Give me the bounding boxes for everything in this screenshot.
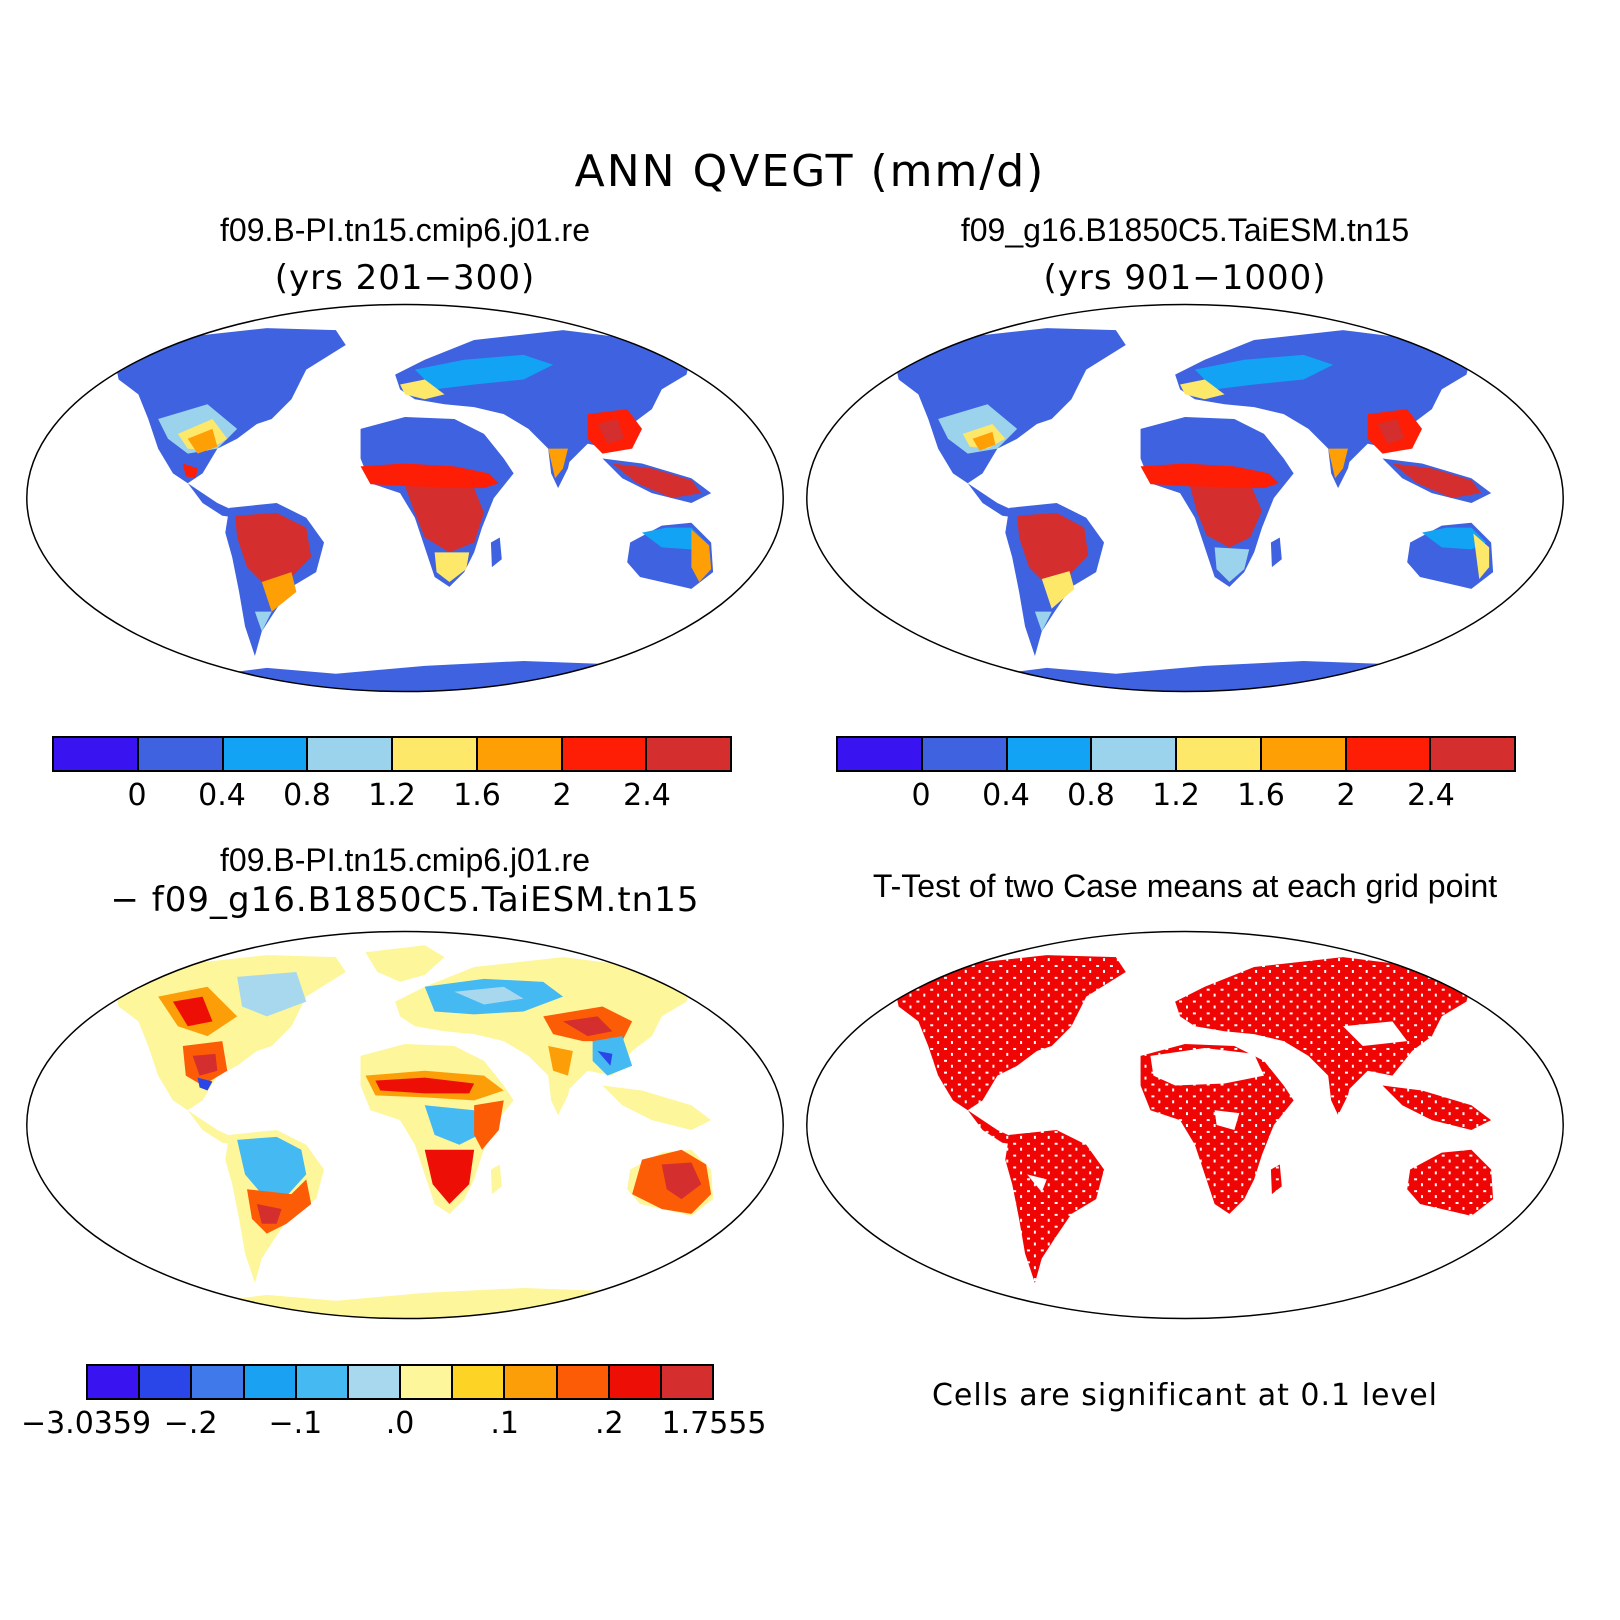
colorbar-panel3-tick-label: .0 [385, 1406, 415, 1441]
colorbar-panel2-swatch [1007, 738, 1093, 770]
colorbar-panel1-tick-label: 1.2 [368, 778, 416, 813]
panel1-map [26, 303, 784, 693]
panel2-title: f09_g16.B1850C5.TaiESM.tn15 [960, 212, 1410, 248]
colorbar-panel3-swatch [348, 1366, 402, 1398]
colorbar-panel3-tick-label: .2 [595, 1406, 624, 1441]
non-significant-areas [1027, 945, 1408, 1193]
colorbar-panel3 [86, 1364, 714, 1400]
panel1-subtitle: (yrs 201−300) [274, 258, 536, 298]
colorbar-panel2-tick-label: 1.2 [1152, 778, 1200, 813]
colorbar-panel1-swatch [308, 738, 393, 770]
panel4-map [806, 930, 1564, 1320]
colorbar-panel3-swatch [453, 1366, 506, 1398]
panel2-subtitle: (yrs 901−1000) [1043, 258, 1327, 298]
colorbar-panel1-tick-label: 0.8 [283, 778, 331, 813]
colorbar-panel1-swatch [54, 738, 139, 770]
colorbar-panel2-swatch [1346, 738, 1432, 770]
colorbar-panel2-swatch [1431, 738, 1514, 770]
land-gradient [158, 354, 712, 632]
colorbar-panel1-tick-label: 0 [127, 778, 147, 813]
colorbar-panel3-swatch [192, 1366, 245, 1398]
colorbar-panel2-tick-label: 0 [911, 778, 931, 813]
colorbar-panel2-swatch [838, 738, 923, 770]
colorbar-panel2-tick-label: 1.6 [1237, 778, 1285, 813]
diff-patches [158, 971, 712, 1234]
figure-title: ANN QVEGT (mm/d) [574, 146, 1046, 197]
colorbar-panel1-swatch [477, 738, 563, 770]
colorbar-panel1 [52, 736, 732, 772]
colorbar-panel1-tick-label: 2.4 [623, 778, 671, 813]
colorbar-panel1-tick-label: 0.4 [198, 778, 246, 813]
colorbar-panel2-tick-label: 2 [1336, 778, 1356, 813]
colorbar-panel3-tick-label: −.2 [163, 1406, 218, 1441]
colorbar-panel3-swatch [661, 1366, 713, 1398]
colorbar-panel3-tick-label: −3.0359 [20, 1406, 152, 1441]
land-gradient [938, 354, 1490, 632]
colorbar-panel3-swatch [609, 1366, 662, 1398]
colorbar-panel2-swatch [1092, 738, 1177, 770]
panel3-subtitle: − f09_g16.B1850C5.TaiESM.tn15 [110, 880, 700, 920]
colorbar-panel2-tick-label: 2.4 [1407, 778, 1455, 813]
colorbar-panel1-swatch [562, 738, 648, 770]
colorbar-panel2-tick-label: 0.8 [1067, 778, 1115, 813]
significant-cells [893, 955, 1494, 1283]
panel4-title: T-Test of two Case means at each grid po… [872, 868, 1498, 904]
panel2-map [806, 303, 1564, 693]
colorbar-panel1-swatch [647, 738, 730, 770]
colorbar-panel1-swatch [393, 738, 478, 770]
colorbar-panel3-swatch [401, 1366, 454, 1398]
colorbar-panel2-swatch [922, 738, 1008, 770]
colorbar-panel3-swatch [296, 1366, 349, 1398]
colorbar-panel1-swatch [138, 738, 224, 770]
colorbar-panel3-swatch [505, 1366, 558, 1398]
colorbar-panel3-swatch [244, 1366, 297, 1398]
panel3-title: f09.B-PI.tn15.cmip6.j01.re [220, 842, 590, 878]
colorbar-panel1-tick-label: 1.6 [453, 778, 501, 813]
colorbar-panel3-swatch [140, 1366, 193, 1398]
panel3-map [26, 930, 784, 1320]
colorbar-panel2-swatch [1177, 738, 1262, 770]
colorbar-panel3-swatch [557, 1366, 610, 1398]
panel4-footnote: Cells are significant at 0.1 level [931, 1378, 1438, 1413]
colorbar-panel2-tick-label: 0.4 [982, 778, 1030, 813]
colorbar-panel1-swatch [223, 738, 309, 770]
colorbar-panel3-tick-label: 1.7555 [661, 1406, 767, 1441]
panel1-title: f09.B-PI.tn15.cmip6.j01.re [220, 212, 590, 248]
colorbar-panel3-tick-label: −.1 [268, 1406, 323, 1441]
colorbar-panel1-tick-label: 2 [552, 778, 572, 813]
colorbar-panel3-swatch [88, 1366, 141, 1398]
colorbar-panel2 [836, 736, 1516, 772]
colorbar-panel2-swatch [1261, 738, 1347, 770]
colorbar-panel3-tick-label: .1 [490, 1406, 519, 1441]
